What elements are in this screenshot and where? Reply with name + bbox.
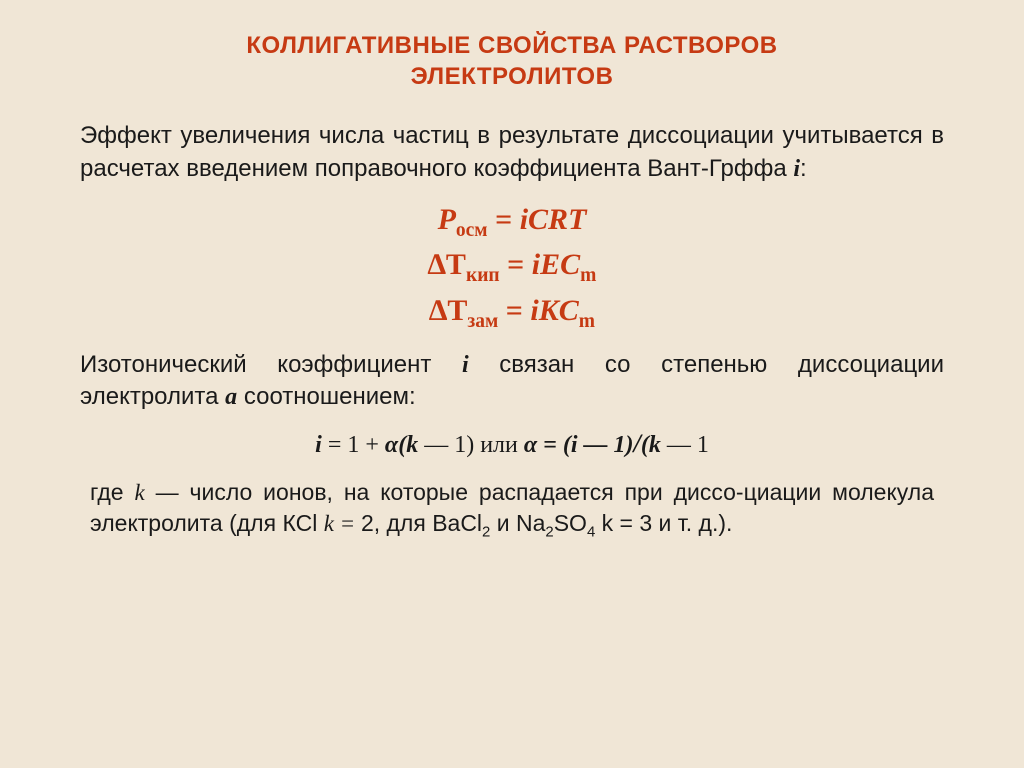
note-t1: где [90,479,134,505]
slide: КОЛЛИГАТИВНЫЕ СВОЙСТВА РАСТВОРОВ ЭЛЕКТРО… [0,0,1024,768]
formula-3-lhs-sub: зам [467,311,498,332]
eq-i-1: i [315,432,322,458]
formula-2-rhs-sym: EC [540,248,580,281]
slide-title: КОЛЛИГАТИВНЫЕ СВОЙСТВА РАСТВОРОВ ЭЛЕКТРО… [80,30,944,92]
eq-seg-2: = 1 + [322,432,385,458]
formula-1-lhs-sym: P [438,203,456,236]
formula-2-i: i [532,248,540,281]
iso-var-a: a [225,384,237,410]
eq-slash: / [633,428,640,458]
eq-alpha-1: α(k [385,432,418,458]
note-sub-na2: 2 [545,523,553,540]
note-k-1: k [134,480,144,505]
formula-2-rhs-sub: m [580,265,596,286]
formula-3-eq: = [498,294,530,327]
eq-seg-11: — 1 [661,432,709,458]
eq-alpha-2: α [524,432,537,458]
formula-block: Pосм = iCRT ∆Tкип = iECm ∆Tзам = iKCm [80,199,944,335]
eq-seg-10: (k [641,432,661,458]
formula-3-rhs-sym: KC [539,294,579,327]
formula-3-i: i [530,294,538,327]
intro-var-i: i [793,156,800,182]
footnote: где k — число ионов, на которые распадае… [80,477,944,543]
title-line-2: ЭЛЕКТРОЛИТОВ [411,63,614,90]
formula-3-rhs-sub: m [579,311,595,332]
formula-2-lhs-pre: ∆T [428,248,466,281]
title-line-1: КОЛЛИГАТИВНЫЕ СВОЙСТВА РАСТВОРОВ [246,32,777,59]
formula-osmotic-pressure: Pосм = iCRT [80,199,944,244]
formula-1-lhs-sub: осм [456,220,488,241]
note-k-2: k = [324,511,361,536]
eq-seg-6: = ( [537,432,571,458]
intro-text-pre: Эффект увеличения числа частиц в результ… [80,122,944,181]
note-t4: SO [554,510,587,536]
iso-var-i: i [462,352,469,378]
eq-seg-8: — 1) [577,432,633,458]
isotonic-paragraph: Изотонический коэффициент i связан со ст… [80,349,944,414]
formula-2-eq: = [500,248,532,281]
formula-1-eq: = [488,203,520,236]
eq-seg-4: — 1) или [418,432,524,458]
isotonic-equation: i = 1 + α(k — 1) или α = (i — 1)/(k — 1 [80,428,944,459]
intro-paragraph: Эффект увеличения числа частиц в результ… [80,120,944,185]
intro-text-post: : [800,155,807,182]
iso-text-pre: Изотонический коэффициент [80,351,462,378]
note-t5: k = 3 и т. д.). [595,510,732,536]
iso-text-post: соотношением: [237,383,415,410]
formula-freezing-point: ∆Tзам = iKCm [80,290,944,335]
note-t3: и Na [490,510,545,536]
formula-1-rhs: CRT [528,203,586,236]
formula-1-i: i [520,203,528,236]
note-v2: 2, для BaCl [361,510,482,536]
formula-3-lhs-pre: ∆T [429,294,467,327]
formula-2-lhs-sub: кип [466,265,500,286]
note-sub-so4: 4 [587,523,595,540]
formula-boiling-point: ∆Tкип = iECm [80,244,944,289]
